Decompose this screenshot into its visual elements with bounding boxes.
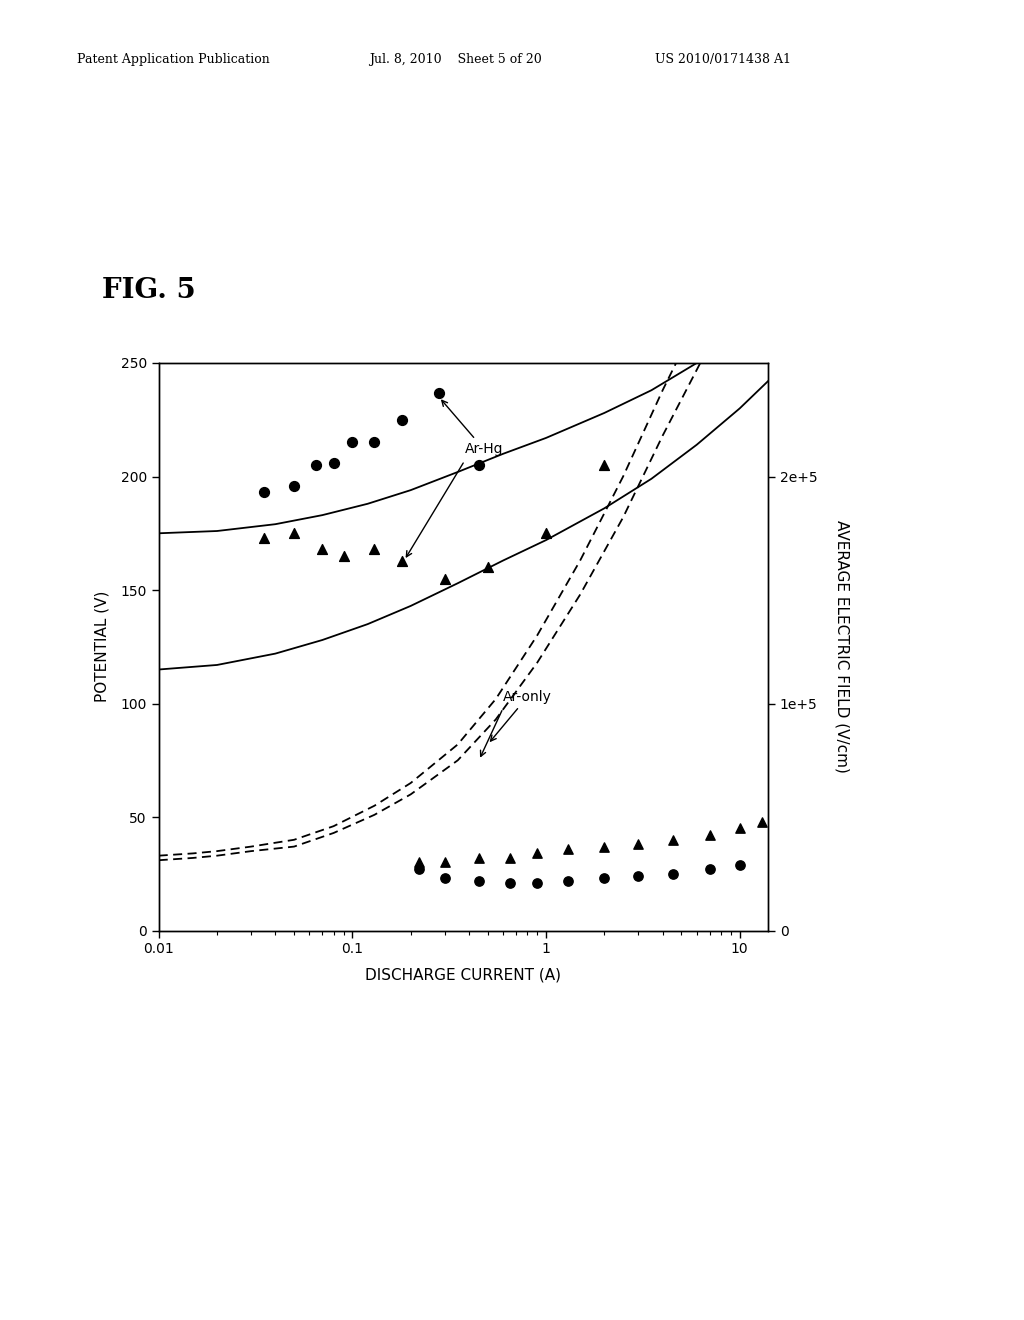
Point [502,873,518,894]
Point [286,475,302,496]
Point [665,829,681,850]
Y-axis label: AVERAGE ELECTRIC FIELD (V/cm): AVERAGE ELECTRIC FIELD (V/cm) [835,520,849,774]
Text: Ar-Hg: Ar-Hg [441,400,503,457]
Point [502,847,518,869]
Point [560,870,577,891]
Point [411,851,427,873]
Point [431,381,447,403]
Point [471,870,487,891]
Point [256,482,272,503]
Point [665,863,681,884]
Text: Ar-only: Ar-only [490,690,552,741]
Point [367,432,383,453]
Point [308,454,325,475]
Text: Patent Application Publication: Patent Application Publication [77,53,269,66]
Point [326,453,342,474]
Point [436,851,453,873]
Point [701,859,718,880]
Point [630,866,646,887]
Point [560,838,577,859]
Text: US 2010/0171438 A1: US 2010/0171438 A1 [655,53,792,66]
Point [596,867,612,888]
Y-axis label: POTENTIAL (V): POTENTIAL (V) [94,591,110,702]
Point [731,854,748,875]
Point [471,454,487,475]
Text: FIG. 5: FIG. 5 [102,277,197,304]
Point [596,836,612,857]
Point [529,873,546,894]
Point [367,539,383,560]
Point [411,859,427,880]
Text: Jul. 8, 2010    Sheet 5 of 20: Jul. 8, 2010 Sheet 5 of 20 [369,53,542,66]
Point [314,539,331,560]
Point [256,527,272,548]
Point [630,834,646,855]
Point [701,825,718,846]
Point [335,545,351,566]
Point [596,454,612,475]
Point [286,523,302,544]
Point [529,843,546,865]
Point [754,810,770,832]
X-axis label: DISCHARGE CURRENT (A): DISCHARGE CURRENT (A) [366,968,561,982]
Point [393,409,410,430]
Point [731,818,748,840]
Point [344,432,360,453]
Point [393,550,410,572]
Point [436,568,453,589]
Point [538,523,554,544]
Point [479,557,496,578]
Point [471,847,487,869]
Point [436,867,453,888]
